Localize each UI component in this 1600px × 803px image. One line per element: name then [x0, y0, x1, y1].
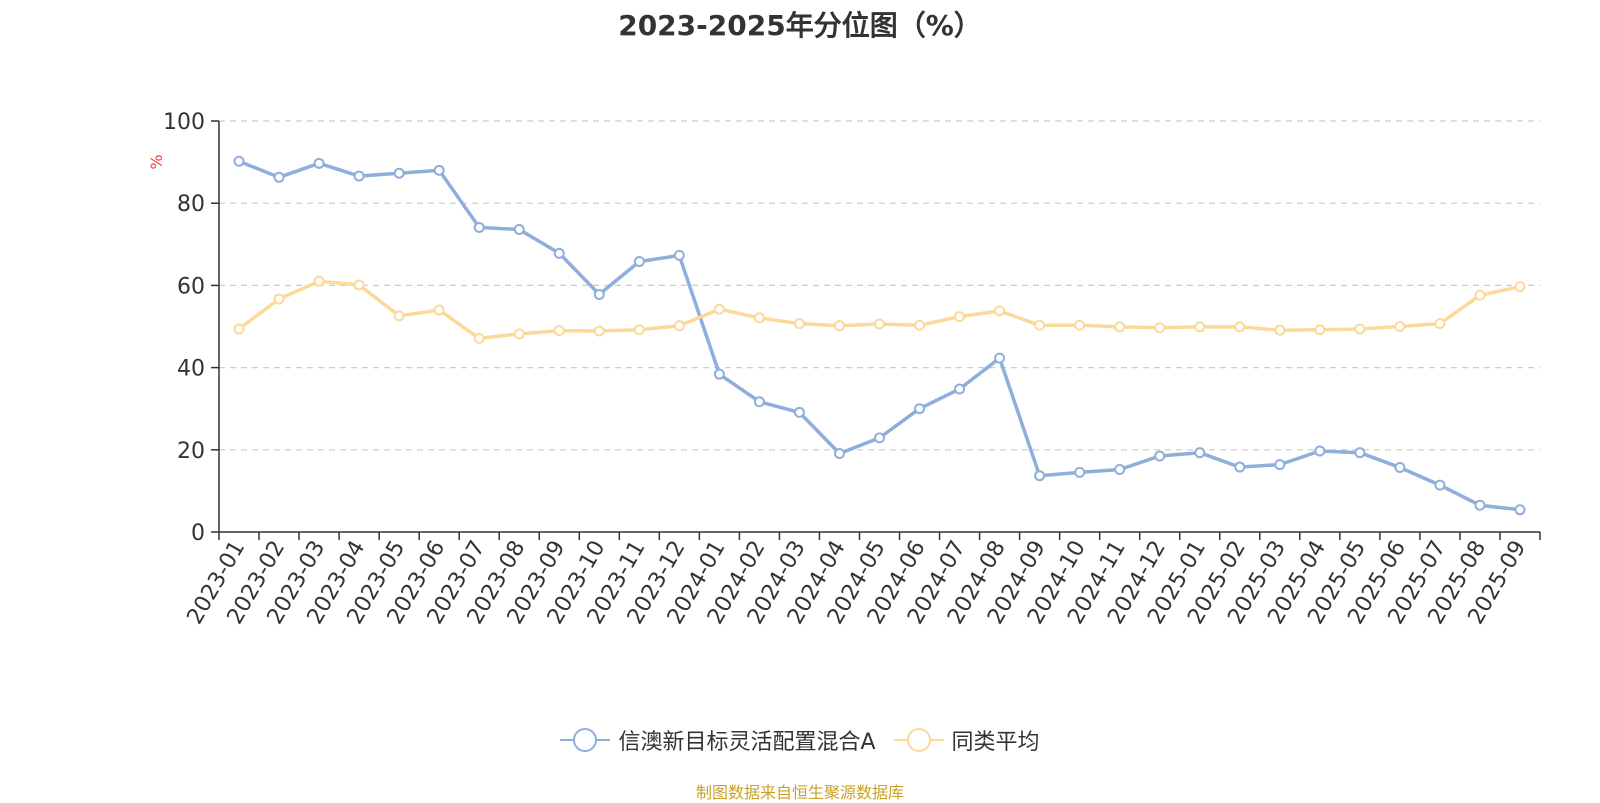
data-point-1-2023-02	[273, 293, 285, 305]
data-point-1-2024-11	[1114, 321, 1126, 333]
series-0	[233, 155, 1526, 516]
x-axis-ticks: 2023-012023-022023-032023-042023-052023-…	[183, 532, 1541, 629]
data-point-1-2023-03	[313, 275, 325, 287]
data-point-1-2023-11	[633, 324, 645, 336]
data-point-1-2025-09	[1514, 281, 1526, 293]
y-tick-label-40: 40	[177, 357, 205, 382]
y-tick-label-0: 0	[191, 521, 205, 546]
data-point-0-2023-03	[313, 157, 325, 169]
data-point-0-2023-02	[273, 171, 285, 183]
data-point-0-2025-07	[1434, 479, 1446, 491]
data-point-1-2023-06	[433, 304, 445, 316]
legend: 信澳新目标灵活配置混合A 同类平均	[0, 722, 1600, 758]
data-point-0-2024-09	[1034, 470, 1046, 482]
legend-item-peer-average[interactable]: 同类平均	[893, 724, 1040, 756]
data-point-1-2024-04	[833, 320, 845, 332]
y-tick-label-60: 60	[177, 274, 205, 299]
data-point-1-2023-07	[473, 332, 485, 344]
series-line-1	[237, 279, 1522, 341]
legend-swatch-peer-average	[893, 728, 944, 752]
data-point-1-2024-03	[793, 318, 805, 330]
data-point-1-2025-03	[1274, 324, 1286, 336]
source-note: 制图数据来自恒生聚源数据库	[695, 783, 904, 802]
axes	[218, 121, 1540, 533]
data-point-1-2024-12	[1154, 322, 1166, 334]
data-point-0-2023-04	[353, 170, 365, 182]
data-point-1-2024-02	[753, 312, 765, 324]
data-point-0-2023-01	[233, 155, 245, 167]
data-point-0-2023-07	[473, 221, 485, 233]
legend-label-fund: 信澳新目标灵活配置混合A	[618, 730, 876, 755]
data-point-0-2025-08	[1474, 499, 1486, 511]
data-point-1-2023-10	[593, 325, 605, 337]
data-point-1-2024-05	[874, 318, 885, 330]
y-axis-ticks: 0 20 40 60 80 100	[163, 110, 219, 546]
data-point-1-2023-12	[673, 320, 685, 332]
data-point-0-2025-05	[1354, 447, 1366, 459]
data-point-1-2025-01	[1194, 321, 1206, 333]
data-point-0-2023-11	[633, 256, 645, 268]
data-point-1-2025-06	[1394, 321, 1406, 332]
data-point-1-2024-09	[1034, 319, 1046, 331]
data-point-0-2023-05	[393, 167, 405, 179]
data-point-0-2024-03	[793, 406, 805, 418]
data-point-1-2024-08	[994, 305, 1006, 317]
data-point-1-2024-06	[914, 319, 926, 331]
data-point-0-2025-06	[1394, 461, 1406, 473]
data-point-0-2025-01	[1194, 447, 1206, 459]
data-point-1-2024-07	[954, 311, 966, 323]
data-point-1-2023-08	[513, 328, 525, 340]
y-tick-label-100: 100	[163, 110, 205, 135]
y-tick-label-20: 20	[177, 439, 205, 464]
data-point-1-2024-01	[713, 303, 725, 315]
data-point-0-2024-05	[874, 432, 885, 444]
data-point-0-2024-06	[914, 403, 926, 415]
data-point-0-2024-07	[954, 383, 966, 395]
data-point-0-2023-08	[513, 224, 525, 236]
data-point-0-2024-11	[1114, 464, 1126, 476]
legend-item-fund[interactable]: 信澳新目标灵活配置混合A	[560, 724, 876, 756]
data-point-1-2025-07	[1434, 318, 1446, 330]
data-point-0-2023-12	[673, 249, 685, 261]
data-point-0-2024-08	[994, 352, 1006, 364]
data-point-1-2025-02	[1234, 321, 1246, 333]
data-point-1-2025-04	[1314, 324, 1326, 336]
series-1	[233, 275, 1526, 344]
data-point-1-2025-05	[1354, 323, 1366, 335]
data-point-0-2025-02	[1234, 461, 1246, 473]
data-point-0-2024-01	[713, 368, 725, 380]
data-point-1-2024-10	[1074, 319, 1086, 331]
data-point-0-2024-02	[753, 396, 765, 408]
data-point-0-2023-10	[593, 288, 605, 300]
y-tick-label-80: 80	[177, 192, 205, 217]
data-point-1-2023-04	[353, 279, 365, 291]
legend-swatch-fund	[560, 728, 611, 752]
y-axis-label: %	[147, 154, 166, 169]
series-layer	[233, 155, 1526, 516]
chart-title: 2023-2025年分位图（%）	[618, 9, 982, 42]
data-point-0-2024-10	[1074, 466, 1086, 478]
data-point-0-2024-04	[833, 447, 845, 459]
series-line-0	[237, 159, 1522, 512]
data-point-0-2023-09	[553, 247, 565, 259]
data-point-0-2025-03	[1274, 459, 1286, 471]
data-point-1-2025-08	[1474, 289, 1486, 301]
data-point-0-2025-09	[1514, 504, 1526, 516]
data-point-1-2023-09	[553, 325, 565, 337]
data-point-1-2023-01	[233, 323, 245, 335]
data-point-0-2025-04	[1314, 445, 1326, 457]
data-point-0-2023-06	[433, 164, 445, 176]
legend-label-peer-average: 同类平均	[951, 730, 1040, 755]
data-point-0-2024-12	[1154, 450, 1166, 462]
data-point-1-2023-05	[393, 310, 405, 322]
